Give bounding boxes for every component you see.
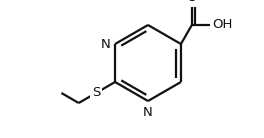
Text: OH: OH bbox=[212, 18, 232, 31]
Text: N: N bbox=[100, 38, 110, 51]
Text: S: S bbox=[92, 87, 100, 99]
Text: O: O bbox=[187, 0, 197, 4]
Text: N: N bbox=[143, 106, 153, 119]
